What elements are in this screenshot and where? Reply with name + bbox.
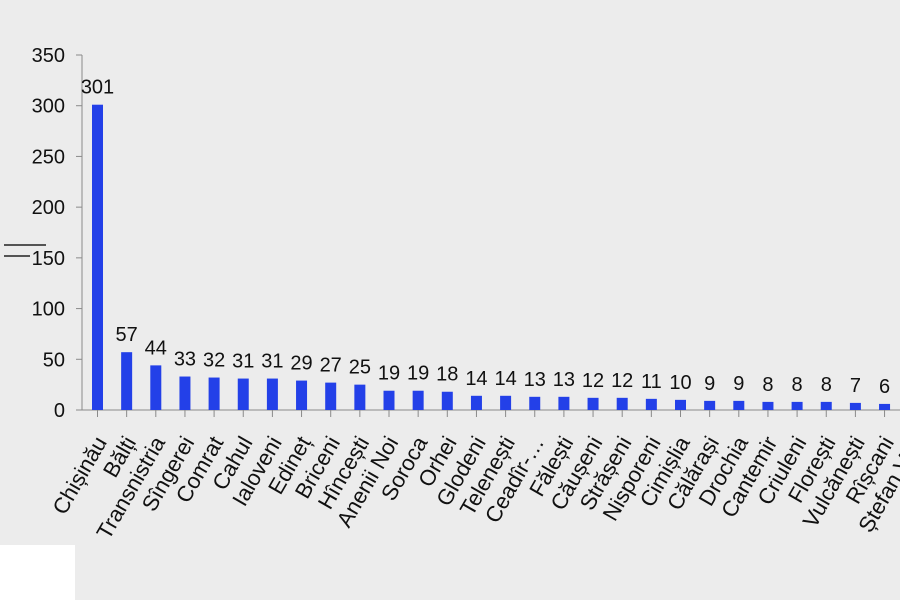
white-corner-patch — [0, 545, 75, 600]
bar-value-label: 13 — [524, 369, 546, 391]
bar-value-label: 14 — [465, 368, 487, 390]
bar — [412, 390, 424, 410]
bar-value-label: 10 — [669, 372, 691, 394]
bar — [616, 397, 628, 410]
y-tick-label: 150 — [32, 248, 65, 270]
bar — [121, 352, 133, 410]
bar — [296, 380, 308, 410]
bar — [791, 401, 803, 410]
bar-value-label: 8 — [792, 374, 803, 396]
bar-value-label: 6 — [879, 376, 890, 398]
decorative-marks — [4, 244, 46, 257]
bar — [587, 397, 599, 410]
bar-value-label: 29 — [290, 353, 312, 375]
bar-value-label: 31 — [261, 351, 283, 373]
bar — [92, 104, 103, 410]
bar — [441, 391, 453, 410]
bar-value-label: 9 — [704, 373, 715, 395]
y-tick-label: 350 — [32, 45, 65, 67]
bar-value-label: 18 — [436, 364, 458, 386]
bar — [208, 377, 220, 410]
bar-value-label: 7 — [850, 375, 861, 397]
bar-value-label: 11 — [641, 371, 662, 393]
bar-value-label: 27 — [320, 355, 342, 377]
y-tick-label: 100 — [32, 299, 65, 321]
bar — [762, 401, 774, 410]
bar-value-label: 301 — [81, 77, 114, 99]
bar-value-label: 19 — [378, 363, 400, 385]
y-tick-label: 0 — [54, 400, 65, 422]
bar — [879, 403, 891, 410]
bar-value-label: 13 — [553, 369, 575, 391]
bar — [266, 378, 278, 410]
y-tick-label: 200 — [32, 197, 65, 219]
bar — [849, 402, 861, 410]
bar — [704, 400, 716, 410]
bar-value-label: 31 — [232, 351, 254, 373]
y-tick-label: 300 — [32, 96, 65, 118]
bar-value-label: 12 — [611, 370, 633, 392]
bar — [820, 401, 832, 410]
bar-value-label: 32 — [203, 350, 225, 372]
bar — [179, 376, 191, 410]
bar — [529, 396, 541, 410]
bar — [150, 365, 162, 410]
value-labels: 301 57 44 33 32 31 31 29 27 25 19 19 18 14 14 13 13 12 12 1… — [81, 77, 890, 398]
bar-value-label: 8 — [762, 374, 773, 396]
bar — [470, 395, 482, 410]
bar-value-label: 9 — [733, 373, 744, 395]
y-axis: 0 50 100 150 200 250 300 350 — [32, 45, 83, 422]
bar-value-label: 8 — [821, 374, 832, 396]
bar — [383, 390, 395, 410]
bar-value-label: 57 — [116, 324, 138, 346]
bar-value-label: 12 — [582, 370, 604, 392]
bar-value-label: 14 — [494, 368, 516, 390]
bar — [237, 378, 249, 410]
y-tick-label: 250 — [32, 146, 65, 168]
bar — [645, 398, 657, 410]
bar — [675, 399, 686, 410]
bar — [733, 400, 745, 410]
bar-value-label: 19 — [407, 363, 429, 385]
y-tick-label: 50 — [43, 349, 65, 371]
bar — [500, 395, 512, 410]
bar — [558, 396, 570, 410]
bar — [325, 382, 337, 410]
bar-value-label: 25 — [349, 357, 371, 379]
bar-series — [92, 104, 891, 410]
bar-value-label: 44 — [145, 337, 167, 359]
bar-value-label: 33 — [174, 349, 196, 371]
bar — [354, 384, 366, 410]
